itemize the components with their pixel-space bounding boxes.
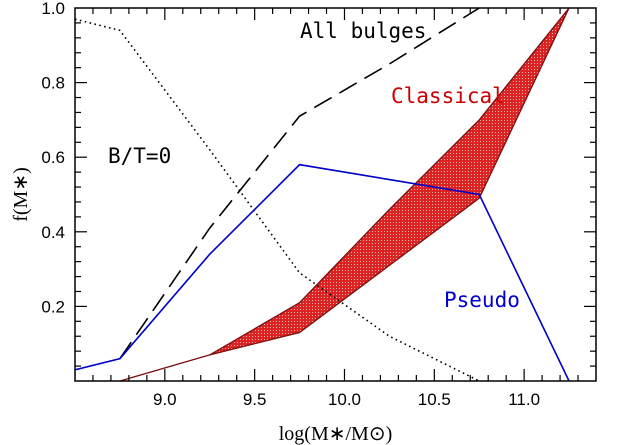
x-tick-label: 10.5 [418, 390, 451, 409]
y-tick-label: 0.2 [41, 297, 65, 316]
classical-band [119, 8, 570, 381]
y-tick-label: 0.8 [41, 74, 65, 93]
x-tick-label: 11.0 [508, 390, 540, 409]
x-axis-title: log(M∗/M⊙) [279, 423, 393, 445]
annotation-pseudo: Pseudo [444, 288, 520, 312]
y-tick-label: 0.4 [41, 223, 65, 242]
plot-frame [74, 7, 597, 382]
x-tick-label: 10.0 [328, 390, 361, 409]
annotation-all-bulges: All bulges [300, 19, 426, 43]
pseudo-line [75, 163, 570, 381]
y-axis-title: f(M∗) [10, 167, 32, 222]
x-tick-label: 9.0 [153, 390, 177, 409]
y-tick-label: 1.0 [41, 0, 65, 18]
annotation-classical: Classical [391, 84, 505, 108]
annotation-b-t-0: B/T=0 [108, 144, 171, 168]
x-tick-label: 9.5 [243, 390, 267, 409]
y-tick-label: 0.6 [41, 148, 65, 167]
all-bulges-line [119, 8, 480, 360]
